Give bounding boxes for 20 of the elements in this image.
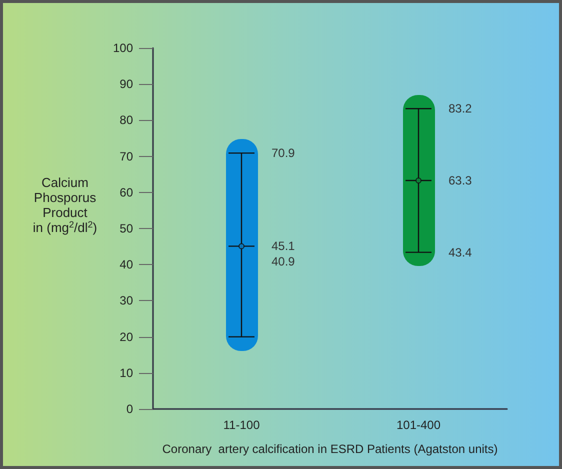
y-tick-label: 90	[120, 77, 134, 92]
y-tick-label: 40	[120, 258, 134, 272]
y-tick-label: 100	[112, 41, 134, 55]
annotation: 83.2	[448, 102, 472, 116]
y-tick-label: 50	[120, 222, 134, 236]
y-tick-label: 10	[120, 366, 134, 380]
annotation: 43.4	[448, 245, 472, 260]
y-tick-label: 60	[120, 185, 134, 200]
annotation: 45.1	[272, 239, 296, 254]
x-axis-title: Coronary artery calcification in ESRD Patients (Agatston units)	[162, 442, 498, 456]
y-tick-label: 30	[120, 294, 134, 308]
annotation: 63.3	[448, 173, 472, 188]
y-tick-label: 70	[120, 149, 134, 164]
annotation: 40.9	[272, 254, 296, 268]
y-tick-label: 80	[120, 113, 134, 128]
x-tick-label: 101-400	[396, 418, 441, 432]
y-tick-label: 20	[120, 330, 134, 344]
y-tick-label: 0	[126, 402, 134, 416]
x-tick-label: 11-100	[223, 418, 260, 432]
annotation: 70.9	[272, 146, 296, 160]
